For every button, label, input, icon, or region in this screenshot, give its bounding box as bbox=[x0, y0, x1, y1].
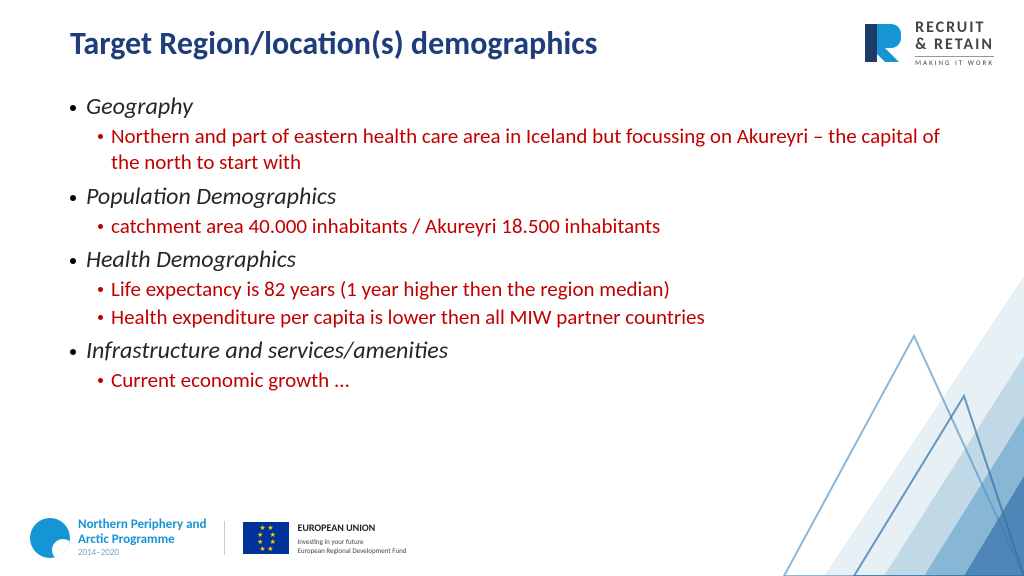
bullet-main: Infrastructure and services/amenities bbox=[70, 336, 950, 365]
bullet-main: Health Demographics bbox=[70, 245, 950, 274]
eu-line-3: European Regional Development Fund bbox=[297, 546, 406, 555]
bullet-label: Geography bbox=[86, 92, 193, 121]
footer-logos: Northern Periphery and Arctic Programme … bbox=[30, 517, 407, 558]
bullet-sub: Life expectancy is 82 years (1 year high… bbox=[98, 276, 950, 302]
sub-bullet-text: Current economic growth ... bbox=[111, 367, 350, 393]
recruit-retain-logo-text: RECRUIT & RETAIN MAKING IT WORK bbox=[915, 20, 994, 66]
npa-line-1: Northern Periphery and bbox=[78, 517, 206, 532]
bullet-list: Geography Northern and part of eastern h… bbox=[70, 86, 950, 394]
sub-bullet-dot bbox=[98, 378, 103, 383]
eu-text: EUROPEAN UNION Investing in your future … bbox=[297, 521, 406, 555]
bullet-sub: Health expenditure per capita is lower t… bbox=[98, 304, 950, 330]
bullet-label: Population Demographics bbox=[86, 182, 336, 211]
sub-bullet-text: catchment area 40.000 inhabitants / Akur… bbox=[111, 213, 660, 239]
sub-bullet-text: Health expenditure per capita is lower t… bbox=[111, 304, 705, 330]
sub-bullet-dot bbox=[98, 287, 103, 292]
eu-flag-icon: ★ ★★ ★★ ★★ ★ bbox=[243, 522, 289, 554]
recruit-retain-logo: RECRUIT & RETAIN MAKING IT WORK bbox=[859, 20, 994, 66]
npa-years: 2014–2020 bbox=[78, 547, 206, 558]
logo-line-2: & RETAIN bbox=[915, 37, 994, 54]
bullet-sub: catchment area 40.000 inhabitants / Akur… bbox=[98, 213, 950, 239]
sub-bullet-text: Northern and part of eastern health care… bbox=[111, 123, 950, 176]
npa-logo-mark bbox=[30, 518, 70, 558]
bullet-dot bbox=[70, 105, 76, 111]
sub-bullet-dot bbox=[98, 315, 103, 320]
eu-logo: ★ ★★ ★★ ★★ ★ EUROPEAN UNION Investing in… bbox=[224, 521, 406, 555]
bullet-label: Health Demographics bbox=[86, 245, 296, 274]
eu-line-2: Investing in your future bbox=[297, 537, 406, 546]
bullet-dot bbox=[70, 258, 76, 264]
sub-bullet-dot bbox=[98, 224, 103, 229]
npa-logo-text: Northern Periphery and Arctic Programme … bbox=[78, 517, 206, 558]
bullet-dot bbox=[70, 195, 76, 201]
sub-bullet-dot bbox=[98, 134, 103, 139]
bullet-label: Infrastructure and services/amenities bbox=[86, 336, 448, 365]
logo-tagline: MAKING IT WORK bbox=[915, 56, 994, 66]
bullet-sub: Current economic growth ... bbox=[98, 367, 950, 393]
slide: { "title": "Target Region/location(s) de… bbox=[0, 0, 1024, 576]
sub-bullet-text: Life expectancy is 82 years (1 year high… bbox=[111, 276, 670, 302]
recruit-retain-logo-mark bbox=[859, 20, 905, 66]
eu-stars: ★ ★★ ★★ ★★ ★ bbox=[257, 524, 276, 552]
slide-title: Target Region/location(s) demographics bbox=[70, 24, 597, 63]
bullet-main: Population Demographics bbox=[70, 182, 950, 211]
eu-line-1: EUROPEAN UNION bbox=[297, 521, 406, 534]
bullet-main: Geography bbox=[70, 92, 950, 121]
npa-line-2: Arctic Programme bbox=[78, 532, 206, 547]
bullet-sub: Northern and part of eastern health care… bbox=[98, 123, 950, 176]
bullet-dot bbox=[70, 349, 76, 355]
npa-logo: Northern Periphery and Arctic Programme … bbox=[30, 517, 206, 558]
